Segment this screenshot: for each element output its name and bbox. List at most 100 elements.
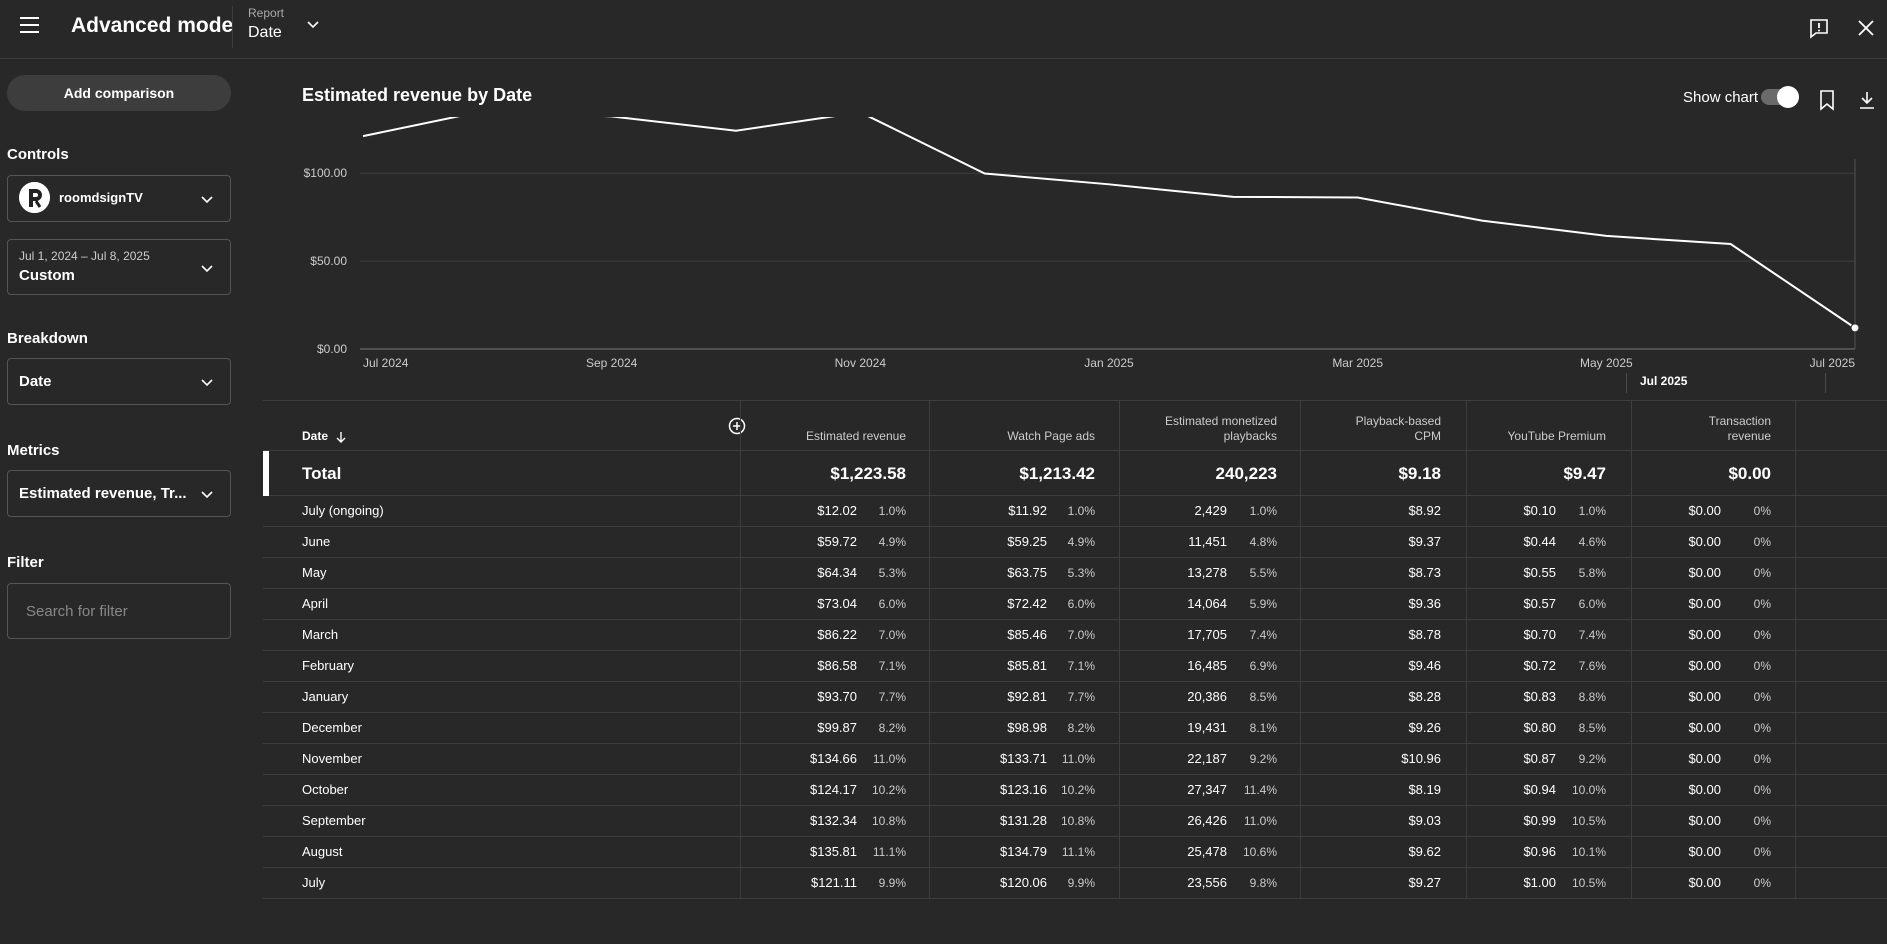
chevron-down-icon — [201, 196, 213, 204]
cell-percent: 0% — [1753, 628, 1771, 642]
column-header-3[interactable]: Playback-based CPM — [1303, 401, 1441, 451]
cell-percent: 1.0% — [1067, 504, 1095, 518]
column-header-label: Playback-based CPM — [1355, 414, 1441, 443]
cell-value: $131.28 — [1000, 813, 1047, 828]
bookmark-icon[interactable] — [1816, 89, 1838, 111]
cell-value: $1.00 — [1523, 875, 1556, 890]
x-tick-label: Jul 2025 — [1810, 356, 1856, 370]
table-row[interactable]: June $59.72 4.9% $59.25 4.9% 11,451 4.8% $9.37 $… — [263, 527, 1887, 558]
cell-value: 22,187 — [1187, 751, 1227, 766]
add-circle-icon[interactable] — [728, 417, 746, 435]
total-value: $1,213.42 — [1019, 464, 1095, 483]
total-indicator — [263, 451, 269, 496]
column-header-1[interactable]: Watch Page ads — [932, 401, 1095, 451]
cell-percent: 7.7% — [878, 690, 906, 704]
column-header-0[interactable]: Estimated revenue — [743, 401, 906, 451]
cell-value: $10.96 — [1401, 751, 1441, 766]
table-row[interactable]: September $132.34 10.8% $131.28 10.8% 26,426 1… — [263, 806, 1887, 837]
cell-value: $0.00 — [1688, 782, 1721, 797]
feedback-icon[interactable] — [1808, 17, 1830, 39]
cell-value: $0.94 — [1523, 782, 1556, 797]
hamburger-icon[interactable] — [20, 17, 39, 33]
add-comparison-button[interactable]: Add comparison — [7, 75, 231, 111]
close-icon[interactable] — [1855, 17, 1877, 39]
column-header-date[interactable]: Date — [302, 401, 502, 451]
column-divider — [1466, 400, 1467, 899]
row-date: July (ongoing) — [302, 503, 384, 518]
channel-selector[interactable]: roomdsignTV — [7, 175, 231, 222]
cell-percent: 5.5% — [1249, 566, 1277, 580]
controls-label: Controls — [7, 146, 69, 163]
download-icon[interactable] — [1856, 89, 1878, 111]
cell-percent: 11.1% — [872, 845, 906, 859]
table-row[interactable]: May $64.34 5.3% $63.75 5.3% 13,278 5.5% $8.73 $0… — [263, 558, 1887, 589]
cell-value: $72.42 — [1007, 596, 1047, 611]
cell-value: $93.70 — [817, 689, 857, 704]
cell-percent: 0% — [1753, 783, 1771, 797]
table-body: July (ongoing) $12.02 1.0% $11.92 1.0% 2,429 1… — [263, 496, 1887, 899]
table-row[interactable]: October $124.17 10.2% $123.16 10.2% 27,347 11.… — [263, 775, 1887, 806]
table-row[interactable]: August $135.81 11.1% $134.79 11.1% 25,478 10.6… — [263, 837, 1887, 868]
cell-value: 26,426 — [1187, 813, 1227, 828]
cell-value: $0.00 — [1688, 813, 1721, 828]
metrics-selector[interactable]: Estimated revenue, Tr... — [7, 470, 231, 517]
table-row[interactable]: July (ongoing) $12.02 1.0% $11.92 1.0% 2,429 1… — [263, 496, 1887, 527]
row-date: March — [302, 627, 339, 642]
cell-percent: 10.2% — [1060, 783, 1095, 797]
cell-percent: 6.0% — [1067, 597, 1095, 611]
cell-percent: 0% — [1753, 845, 1771, 859]
cell-value: $132.34 — [810, 813, 857, 828]
date-header-label: Date — [302, 429, 329, 443]
cell-percent: 10.2% — [871, 783, 906, 797]
column-header-5[interactable]: Transaction revenue — [1634, 401, 1771, 451]
cell-value: 2,429 — [1194, 503, 1227, 518]
show-chart-toggle[interactable] — [1761, 86, 1799, 108]
cell-percent: 11.0% — [1061, 752, 1095, 766]
cell-value: $85.46 — [1007, 627, 1047, 642]
cell-percent: 0% — [1753, 535, 1771, 549]
cell-value: $11.92 — [1008, 503, 1047, 518]
column-divider — [929, 400, 930, 899]
cell-value: $9.27 — [1408, 875, 1441, 890]
table-row[interactable]: January $93.70 7.7% $92.81 7.7% 20,386 8.5% $8.… — [263, 682, 1887, 713]
cell-percent: 0% — [1753, 659, 1771, 673]
cell-value: $0.87 — [1523, 751, 1556, 766]
cell-value: $0.00 — [1688, 565, 1721, 580]
cell-percent: 4.8% — [1249, 535, 1277, 549]
table-row[interactable]: July $121.11 9.9% $120.06 9.9% 23,556 9.8% $9.2… — [263, 868, 1887, 899]
table-row[interactable]: February $86.58 7.1% $85.81 7.1% 16,485 6.9% $9… — [263, 651, 1887, 682]
column-header-4[interactable]: YouTube Premium — [1469, 401, 1607, 451]
cell-percent: 10.5% — [1571, 814, 1606, 828]
total-value: $0.00 — [1728, 464, 1771, 483]
cell-value: $135.81 — [810, 844, 857, 859]
table-row[interactable]: March $86.22 7.0% $85.46 7.0% 17,705 7.4% $8.78… — [263, 620, 1887, 651]
chevron-down-icon[interactable] — [306, 17, 320, 31]
cell-percent: 8.1% — [1249, 721, 1277, 735]
table-row[interactable]: November $134.66 11.0% $133.71 11.0% 22,187 9.… — [263, 744, 1887, 775]
y-tick-label: $100.00 — [304, 166, 348, 180]
cell-percent: 5.9% — [1249, 597, 1277, 611]
cell-value: $0.10 — [1523, 503, 1556, 518]
x-tick-label: May 2025 — [1580, 356, 1633, 370]
report-selector[interactable]: Report Date — [248, 6, 284, 42]
table-row[interactable]: December $99.87 8.2% $98.98 8.2% 19,431 8.1% $9… — [263, 713, 1887, 744]
cell-percent: 0% — [1753, 752, 1771, 766]
metrics-label: Metrics — [7, 442, 60, 459]
cell-value: 20,386 — [1187, 689, 1227, 704]
cell-value: $0.00 — [1688, 534, 1721, 549]
column-header-2[interactable]: Estimated monetized playbacks — [1122, 401, 1277, 451]
main-panel: Estimated revenue by Date Show chart $0.… — [263, 59, 1887, 944]
cell-value: $99.87 — [817, 720, 857, 735]
date-range-text: Jul 1, 2024 – Jul 8, 2025 — [19, 249, 150, 263]
table-row[interactable]: April $73.04 6.0% $72.42 6.0% 14,064 5.9% $9.36… — [263, 589, 1887, 620]
cell-value: $0.00 — [1688, 596, 1721, 611]
breakdown-selector[interactable]: Date — [7, 358, 231, 405]
date-range-selector[interactable]: Jul 1, 2024 – Jul 8, 2025 Custom — [7, 239, 231, 295]
cell-value: $12.02 — [817, 503, 857, 518]
cell-value: $8.28 — [1408, 689, 1441, 704]
filter-search-input[interactable]: Search for filter — [7, 583, 231, 639]
column-divider — [1795, 400, 1796, 899]
cell-value: 27,347 — [1187, 782, 1227, 797]
cell-percent: 9.9% — [878, 876, 906, 890]
cell-value: $0.80 — [1523, 720, 1556, 735]
